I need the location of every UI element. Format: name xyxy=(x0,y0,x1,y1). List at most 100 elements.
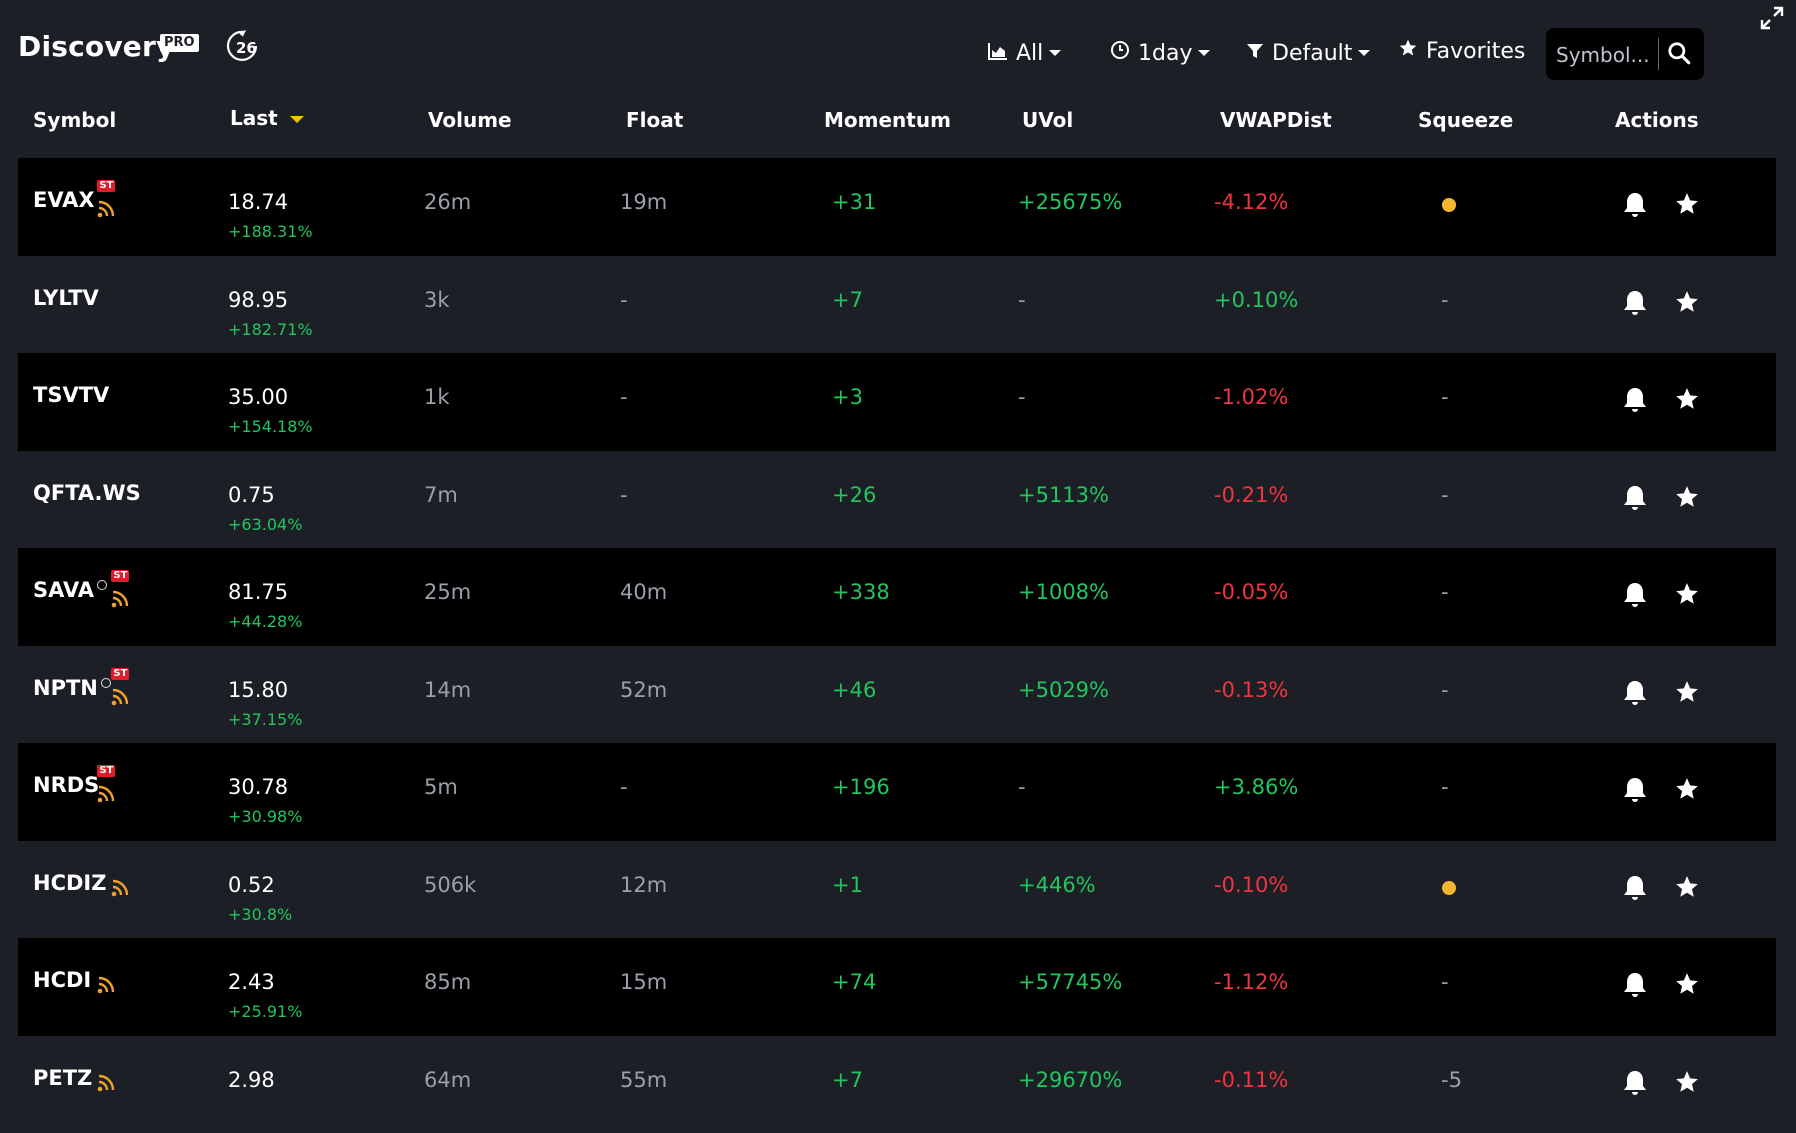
column-header-symbol[interactable]: Symbol xyxy=(33,108,116,132)
rss-news-icon[interactable] xyxy=(97,200,115,218)
float-cell: 40m xyxy=(620,580,667,604)
symbol-cell[interactable]: SAVA xyxy=(33,578,107,602)
alert-bell-icon[interactable] xyxy=(1622,1069,1650,1099)
symbol-cell[interactable]: EVAX xyxy=(33,188,95,212)
alert-bell-icon[interactable] xyxy=(1622,679,1650,709)
favorite-star-icon[interactable] xyxy=(1674,1069,1702,1097)
column-header-momentum[interactable]: Momentum xyxy=(824,108,951,132)
favorite-star-icon[interactable] xyxy=(1674,191,1702,219)
symbol-cell[interactable]: LYLTV xyxy=(33,286,99,310)
favorites-label: Favorites xyxy=(1426,39,1525,64)
rss-news-icon[interactable] xyxy=(111,590,129,608)
favorite-star-icon[interactable] xyxy=(1674,581,1702,609)
symbol-text: TSVTV xyxy=(33,383,109,407)
uvol-cell: +29670% xyxy=(1018,1068,1122,1092)
change-percent: +44.28% xyxy=(228,612,302,631)
column-header-volume[interactable]: Volume xyxy=(428,108,512,132)
symbol-cell[interactable]: PETZ xyxy=(33,1066,92,1090)
column-header-float[interactable]: Float xyxy=(626,108,683,132)
float-cell: 15m xyxy=(620,970,667,994)
vwapdist-cell: +0.10% xyxy=(1214,288,1298,312)
change-percent: +37.15% xyxy=(228,710,302,729)
float-cell: - xyxy=(620,288,628,312)
alert-bell-icon[interactable] xyxy=(1622,776,1650,806)
rss-news-icon[interactable] xyxy=(97,976,115,994)
rss-news-icon[interactable] xyxy=(111,688,129,706)
toolbar: Discovery PRO 26 All 1day Default Favori… xyxy=(0,0,1796,100)
symbol-search-input[interactable] xyxy=(1554,37,1680,73)
circle-icon xyxy=(97,580,107,590)
column-header-squeeze[interactable]: Squeeze xyxy=(1418,108,1513,132)
vwapdist-cell: -0.13% xyxy=(1214,678,1288,702)
favorite-star-icon[interactable] xyxy=(1674,289,1702,317)
squeeze-cell: - xyxy=(1441,385,1449,409)
last-price: 0.75 xyxy=(228,483,275,507)
refresh-timer-icon[interactable]: 26 xyxy=(224,28,260,64)
favorite-star-icon[interactable] xyxy=(1674,776,1702,804)
volume-cell: 1k xyxy=(424,385,450,409)
search-divider xyxy=(1658,38,1659,70)
last-price: 81.75 xyxy=(228,580,288,604)
favorite-star-icon[interactable] xyxy=(1674,874,1702,902)
momentum-cell: +46 xyxy=(832,678,876,702)
rss-news-icon[interactable] xyxy=(97,1074,115,1092)
alert-bell-icon[interactable] xyxy=(1622,289,1650,319)
favorite-star-icon[interactable] xyxy=(1674,679,1702,707)
symbol-cell[interactable]: NPTN xyxy=(33,676,111,700)
uvol-cell: - xyxy=(1018,385,1026,409)
alert-bell-icon[interactable] xyxy=(1622,484,1650,514)
clock-icon xyxy=(1110,40,1130,66)
search-button[interactable] xyxy=(1666,40,1696,68)
expand-icon[interactable] xyxy=(1758,4,1786,32)
uvol-cell: +25675% xyxy=(1018,190,1122,214)
symbol-cell[interactable]: HCDI xyxy=(33,968,91,992)
rss-news-icon[interactable] xyxy=(111,879,129,897)
symbol-cell[interactable]: TSVTV xyxy=(33,383,109,407)
alert-bell-icon[interactable] xyxy=(1622,971,1650,1001)
symbol-text: HCDIZ xyxy=(33,871,106,895)
preset-filter-dropdown[interactable]: Default xyxy=(1246,38,1370,68)
favorites-button[interactable]: Favorites xyxy=(1398,36,1525,66)
last-price: 30.78 xyxy=(228,775,288,799)
volume-cell: 85m xyxy=(424,970,471,994)
timeframe-dropdown[interactable]: 1day xyxy=(1110,38,1210,68)
volume-cell: 3k xyxy=(424,288,450,312)
alert-bell-icon[interactable] xyxy=(1622,581,1650,611)
search-icon xyxy=(1666,40,1692,66)
squeeze-cell: - xyxy=(1441,580,1449,604)
last-price: 0.52 xyxy=(228,873,275,897)
squeeze-cell: - xyxy=(1441,970,1449,994)
vwapdist-cell: -0.21% xyxy=(1214,483,1288,507)
rss-news-icon[interactable] xyxy=(97,785,115,803)
squeeze-cell: - xyxy=(1441,288,1449,312)
favorite-star-icon[interactable] xyxy=(1674,386,1702,414)
favorite-star-icon[interactable] xyxy=(1674,971,1702,999)
alert-bell-icon[interactable] xyxy=(1622,386,1650,416)
symbol-cell[interactable]: NRDS xyxy=(33,773,99,797)
symbol-cell[interactable]: HCDIZ xyxy=(33,871,106,895)
chart-filter-dropdown[interactable]: All xyxy=(988,38,1061,68)
vwapdist-cell: -0.10% xyxy=(1214,873,1288,897)
pro-badge: PRO xyxy=(160,34,199,52)
favorite-star-icon[interactable] xyxy=(1674,484,1702,512)
stocktwits-badge-icon: ST xyxy=(111,668,129,680)
symbol-cell[interactable]: QFTA.WS xyxy=(33,481,141,505)
column-header-vwapdist[interactable]: VWAPDist xyxy=(1220,108,1332,132)
alert-bell-icon[interactable] xyxy=(1622,191,1650,221)
alert-bell-icon[interactable] xyxy=(1622,874,1650,904)
column-header-last[interactable]: Last xyxy=(230,106,304,130)
float-cell: 12m xyxy=(620,873,667,897)
momentum-cell: +74 xyxy=(832,970,876,994)
column-header-uvol[interactable]: UVol xyxy=(1022,108,1073,132)
